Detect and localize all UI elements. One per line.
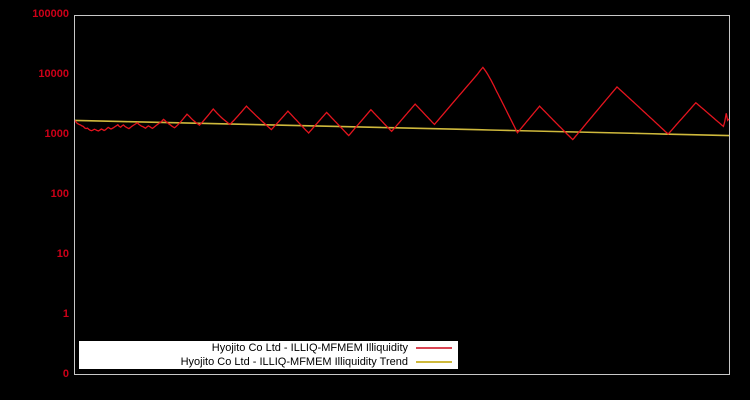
legend-swatch-trend-icon <box>416 361 452 363</box>
legend-entry-trend: Hyojito Co Ltd - ILLIQ-MFMEM Illiquidity… <box>79 355 458 369</box>
y-axis-tick-label: 0 <box>62 368 69 380</box>
legend-label-trend: Hyojito Co Ltd - ILLIQ-MFMEM Illiquidity… <box>180 355 408 368</box>
y-axis-tick-label: 1000 <box>44 128 69 140</box>
legend-label-series: Hyojito Co Ltd - ILLIQ-MFMEM Illiquidity <box>211 341 408 354</box>
trend-line <box>74 119 730 137</box>
y-axis-tick-label: 10000 <box>38 68 69 80</box>
plot-frame-border <box>74 15 730 375</box>
y-axis-tick-label: 1 <box>62 308 69 320</box>
chart-legend: Hyojito Co Ltd - ILLIQ-MFMEM Illiquidity… <box>79 341 458 369</box>
legend-swatch-series-icon <box>416 347 452 349</box>
legend-entry-series: Hyojito Co Ltd - ILLIQ-MFMEM Illiquidity <box>79 341 458 355</box>
y-axis-tick-label: 100000 <box>32 8 69 20</box>
illiquidity-series-line <box>74 66 730 141</box>
y-axis-tick-label: 100 <box>50 188 69 200</box>
y-axis-tick-labels: 100000 10000 1000 100 10 1 0 <box>0 0 69 400</box>
y-axis-tick-label: 10 <box>56 248 69 260</box>
